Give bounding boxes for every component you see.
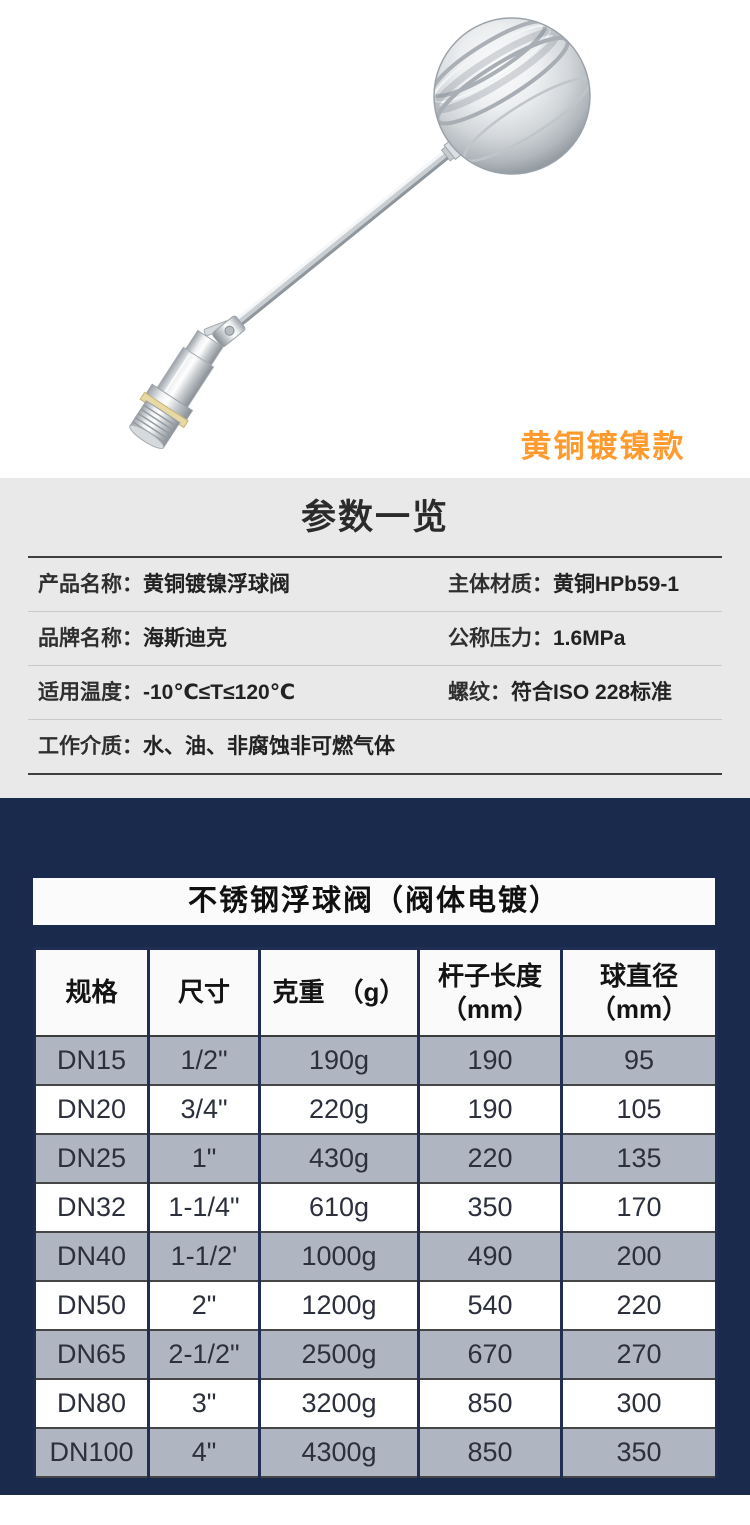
spec-header-row: 规格 尺寸 克重 （g） 杆子长度 （mm） 球直径 （mm） — [33, 947, 718, 1037]
param-value: 水、油、非腐蚀非可燃气体 — [143, 735, 395, 758]
col-header-size: 尺寸 — [147, 947, 261, 1037]
spec-cell: 1200g — [258, 1280, 420, 1331]
param-row-medium: 工作介质：水、油、非腐蚀非可燃气体 — [28, 720, 722, 775]
spec-row-dn25: DN25 1" 430g 220 135 — [33, 1133, 718, 1184]
parameters-list: 产品名称：黄铜镀镍浮球阀 主体材质：黄铜HPb59-1 品牌名称：海斯迪克 公称… — [28, 556, 722, 775]
spec-cell: 300 — [560, 1378, 718, 1429]
param-value: -10℃≤T≤120℃ — [143, 681, 296, 704]
spec-cell: 540 — [417, 1280, 563, 1331]
spec-row-dn65: DN65 2-1/2" 2500g 670 270 — [33, 1329, 718, 1380]
spec-cell: 190g — [258, 1035, 420, 1086]
spec-cell: DN25 — [33, 1133, 150, 1184]
spec-cell: 1-1/2' — [147, 1231, 261, 1282]
variant-caption: 黄铜镀镍款 — [520, 429, 686, 464]
spec-cell: 4300g — [258, 1427, 420, 1478]
valve-rod — [230, 145, 456, 331]
spec-table-section: 不锈钢浮球阀（阀体电镀） 规格 尺寸 克重 （g） 杆子长度 （mm） 球直径 （m… — [0, 798, 750, 1495]
param-value: 黄铜HPb59-1 — [553, 573, 680, 596]
parameters-section: 参数一览 产品名称：黄铜镀镍浮球阀 主体材质：黄铜HPb59-1 品牌名称：海斯… — [0, 478, 750, 798]
spec-cell: 350 — [417, 1182, 563, 1233]
param-label: 适用温度： — [38, 681, 143, 704]
param-label: 品牌名称： — [38, 627, 143, 650]
spec-cell: 135 — [560, 1133, 718, 1184]
product-photo-section: 黄铜镀镍款 — [0, 0, 750, 478]
param-label: 主体材质： — [448, 573, 553, 596]
spec-cell: 430g — [258, 1133, 420, 1184]
spec-row-dn100: DN100 4" 4300g 850 350 — [33, 1427, 718, 1478]
bottom-margin — [0, 1495, 750, 1525]
spec-cell: 105 — [560, 1084, 718, 1135]
float-valve-photo-illustration — [129, 17, 591, 450]
spec-cell: 4" — [147, 1427, 261, 1478]
spacer — [0, 925, 750, 947]
spec-cell: DN15 — [33, 1035, 150, 1086]
param-value: 1.6MPa — [553, 627, 626, 650]
spec-cell: DN40 — [33, 1231, 150, 1282]
spec-cell: 190 — [417, 1084, 563, 1135]
parameters-title: 参数一览 — [300, 498, 449, 537]
param-label: 公称压力： — [448, 627, 553, 650]
spec-cell: 1000g — [258, 1231, 420, 1282]
spec-cell: 190 — [417, 1035, 563, 1086]
spec-cell: 220g — [258, 1084, 420, 1135]
spec-row-dn40: DN40 1-1/2' 1000g 490 200 — [33, 1231, 718, 1282]
float-ball — [430, 17, 591, 175]
spec-cell: DN50 — [33, 1280, 150, 1331]
spec-row-dn32: DN32 1-1/4" 610g 350 170 — [33, 1182, 718, 1233]
spec-cell: 490 — [417, 1231, 563, 1282]
spec-cell: DN32 — [33, 1182, 150, 1233]
spec-cell: 350 — [560, 1427, 718, 1478]
spec-cell: 1/2" — [147, 1035, 261, 1086]
param-row-product-name: 产品名称：黄铜镀镍浮球阀 主体材质：黄铜HPb59-1 — [28, 558, 722, 612]
spec-cell: 3/4" — [147, 1084, 261, 1135]
spec-row-dn50: DN50 2" 1200g 540 220 — [33, 1280, 718, 1331]
spec-row-dn15: DN15 1/2" 190g 190 95 — [33, 1035, 718, 1086]
spec-cell: 2500g — [258, 1329, 420, 1380]
col-header-rod-length: 杆子长度 （mm） — [417, 947, 563, 1037]
spec-cell: DN20 — [33, 1084, 150, 1135]
spec-cell: 220 — [417, 1133, 563, 1184]
spec-cell: 95 — [560, 1035, 718, 1086]
spec-cell: 1-1/4" — [147, 1182, 261, 1233]
spec-cell: 2" — [147, 1280, 261, 1331]
spec-table: 规格 尺寸 克重 （g） 杆子长度 （mm） 球直径 （mm） DN15 1/2" … — [33, 947, 718, 1478]
spec-cell: DN100 — [33, 1427, 150, 1478]
spec-cell: 220 — [560, 1280, 718, 1331]
spec-cell: DN80 — [33, 1378, 150, 1429]
param-value: 符合ISO 228标准 — [511, 681, 673, 704]
spec-row-dn80: DN80 3" 3200g 850 300 — [33, 1378, 718, 1429]
param-row-temperature: 适用温度：-10℃≤T≤120℃ 螺纹：符合ISO 228标准 — [28, 666, 722, 720]
spec-cell: DN65 — [33, 1329, 150, 1380]
spec-cell: 610g — [258, 1182, 420, 1233]
spec-cell: 850 — [417, 1378, 563, 1429]
spec-cell: 200 — [560, 1231, 718, 1282]
param-value: 海斯迪克 — [143, 627, 227, 650]
param-value: 黄铜镀镍浮球阀 — [143, 573, 290, 596]
param-label: 工作介质： — [38, 735, 143, 758]
param-label: 螺纹： — [448, 681, 511, 704]
valve-body — [129, 329, 224, 450]
spec-cell: 850 — [417, 1427, 563, 1478]
spec-cell: 170 — [560, 1182, 718, 1233]
spec-row-dn20: DN20 3/4" 220g 190 105 — [33, 1084, 718, 1135]
spec-cell: 2-1/2" — [147, 1329, 261, 1380]
col-header-ball-diameter: 球直径 （mm） — [560, 947, 718, 1037]
col-header-spec: 规格 — [33, 947, 150, 1037]
param-row-brand: 品牌名称：海斯迪克 公称压力：1.6MPa — [28, 612, 722, 666]
col-header-weight: 克重 （g） — [258, 947, 420, 1037]
spec-cell: 1" — [147, 1133, 261, 1184]
spec-table-title: 不锈钢浮球阀（阀体电镀） — [33, 878, 715, 925]
param-label: 产品名称： — [38, 573, 143, 596]
spec-cell: 3200g — [258, 1378, 420, 1429]
rod-clevis-joint — [203, 315, 246, 348]
spec-cell: 270 — [560, 1329, 718, 1380]
spec-cell: 670 — [417, 1329, 563, 1380]
spec-cell: 3" — [147, 1378, 261, 1429]
